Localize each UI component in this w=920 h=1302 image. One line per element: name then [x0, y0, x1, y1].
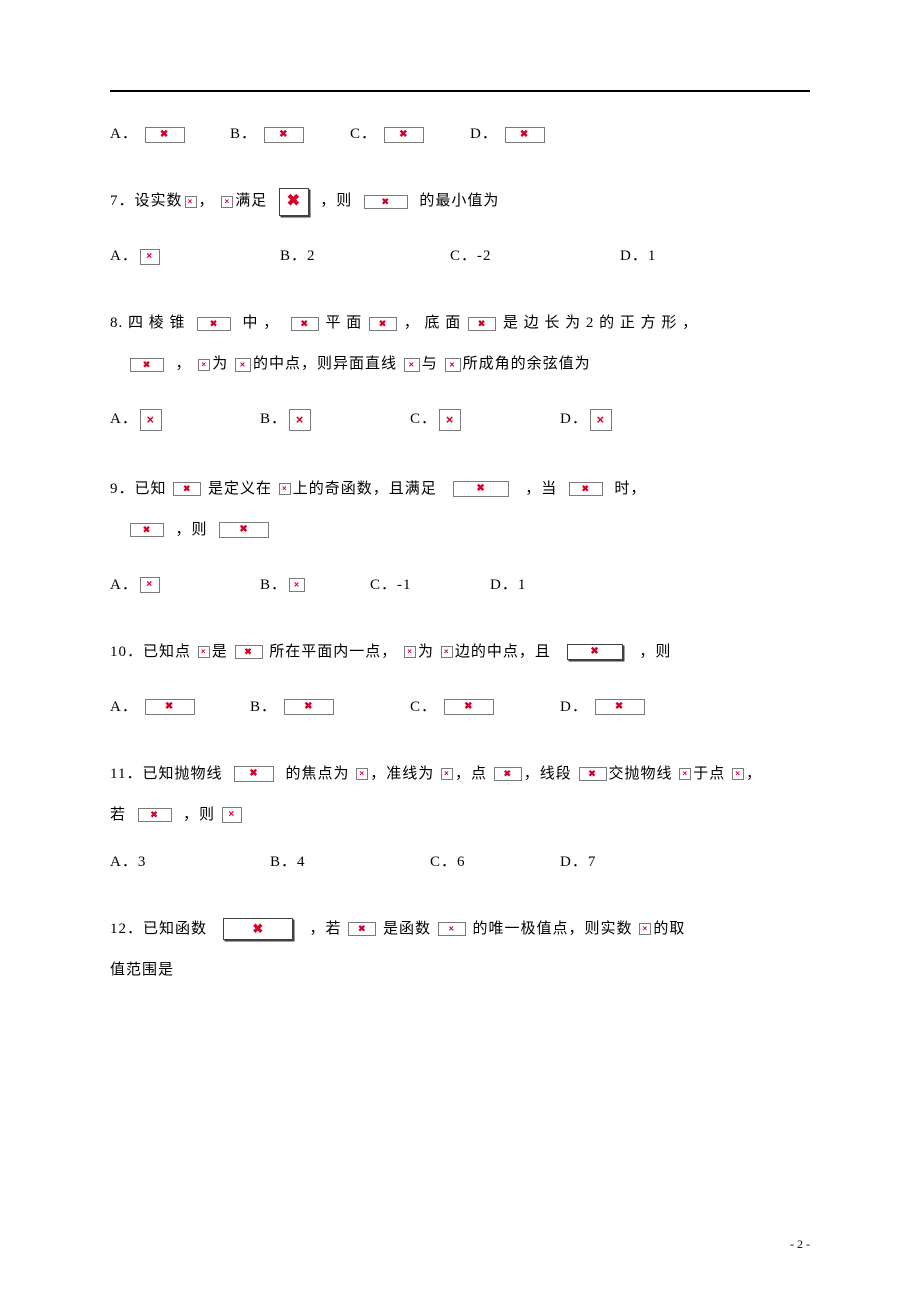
q11-stem-2: 若 ✖ ，则 × [110, 799, 810, 832]
q9-stem-2: ✖ ，则 ✖ [110, 514, 810, 547]
broken-image-icon: × [140, 249, 160, 265]
q7-choices: A．× B．2 C．-2 D．1 [110, 244, 810, 265]
broken-image-icon: × [140, 409, 162, 431]
broken-image-icon: ✖ [569, 482, 603, 496]
q12-stem-2: 值范围是 [110, 954, 810, 987]
broken-image-icon: × [441, 646, 453, 658]
q9-choices: A．× B．× C．-1 D．1 [110, 573, 810, 594]
broken-image-icon: ✖ [364, 195, 408, 209]
broken-image-icon: × [279, 483, 291, 495]
broken-image-icon: ✖ [369, 317, 397, 331]
broken-image-icon: × [404, 646, 416, 658]
broken-image-icon: × [441, 768, 453, 780]
q7-choice-D: D．1 [620, 244, 790, 265]
q11-choice-D: D．7 [560, 850, 720, 871]
top-rule [110, 90, 810, 92]
q10-stem: 10．已知点 ×是 ✖ 所在平面内一点， ×为 ×边的中点，且 ✖ ，则 [110, 636, 810, 669]
broken-image-icon: ✖ [579, 767, 607, 781]
q8-choice-A: A．× [110, 407, 260, 431]
q9-choice-B: B．× [260, 573, 370, 594]
broken-image-icon: × [140, 577, 160, 593]
q9-choice-A: A．× [110, 573, 260, 594]
broken-image-icon: ✖ [348, 922, 376, 936]
broken-image-icon: × [222, 807, 242, 823]
broken-image-icon: ✖ [291, 317, 319, 331]
q7-choice-C: C．-2 [450, 244, 620, 265]
broken-image-icon: ✖ [279, 188, 309, 216]
q10-choices: A． ✖ B． ✖ C． ✖ D． ✖ [110, 695, 810, 716]
broken-image-icon: × [289, 409, 311, 431]
broken-image-icon: ✖ [223, 918, 293, 940]
q8-choices: A．× B．× C．× D．× [110, 407, 810, 431]
q10-choice-C: C． ✖ [410, 695, 560, 716]
q11-choice-A: A．3 [110, 850, 270, 871]
broken-image-icon: ✖ [505, 127, 545, 143]
broken-image-icon: ✖ [264, 127, 304, 143]
page-footer: - 2 - [790, 1237, 810, 1252]
q6-choice-C: C． ✖ [350, 122, 470, 143]
broken-image-icon: × [198, 646, 210, 658]
q6-choice-A: A． ✖ [110, 122, 230, 143]
broken-image-icon: ✖ [197, 317, 231, 331]
broken-image-icon: ✖ [444, 699, 494, 715]
broken-image-icon: × [590, 409, 612, 431]
q7-stem: 7．设实数×， ×满足 ✖ ，则 ✖ 的最小值为 [110, 185, 810, 218]
broken-image-icon: × [221, 196, 233, 208]
broken-image-icon: × [639, 923, 651, 935]
broken-image-icon: ✖ [130, 523, 164, 537]
q7-choice-B: B．2 [280, 244, 450, 265]
q9-stem-1: 9．已知 ✖ 是定义在 ×上的奇函数，且满足 ✖ ，当 ✖ 时， [110, 473, 810, 506]
broken-image-icon: ✖ [284, 699, 334, 715]
q11-choice-C: C．6 [430, 850, 560, 871]
broken-image-icon: ✖ [468, 317, 496, 331]
broken-image-icon: × [438, 922, 466, 936]
q10-choice-A: A． ✖ [110, 695, 250, 716]
broken-image-icon: × [679, 768, 691, 780]
broken-image-icon: ✖ [235, 645, 263, 659]
q6-choice-D: D． ✖ [470, 122, 590, 143]
broken-image-icon: ✖ [130, 358, 164, 372]
q8-choice-B: B．× [260, 407, 410, 431]
broken-image-icon: × [404, 358, 420, 372]
broken-image-icon: ✖ [219, 522, 269, 538]
q12-stem-1: 12．已知函数 ✖ ，若 ✖ 是函数 × 的唯一极值点，则实数 ×的取 [110, 913, 810, 946]
q7-choice-A: A．× [110, 244, 280, 265]
q8-choice-D: D．× [560, 407, 710, 431]
q8-stem-2: ✖ ， ×为 ×的中点，则异面直线 ×与 ×所成角的余弦值为 [110, 348, 810, 381]
q11-choices: A．3 B．4 C．6 D．7 [110, 850, 810, 871]
q10-choice-D: D． ✖ [560, 695, 730, 716]
broken-image-icon: × [289, 578, 305, 592]
broken-image-icon: ✖ [595, 699, 645, 715]
broken-image-icon: × [732, 768, 744, 780]
q9-choice-C: C．-1 [370, 573, 490, 594]
q6-choice-B: B． ✖ [230, 122, 350, 143]
broken-image-icon: ✖ [145, 127, 185, 143]
q8-choice-C: C．× [410, 407, 560, 431]
broken-image-icon: ✖ [138, 808, 172, 822]
broken-image-icon: ✖ [173, 482, 201, 496]
q8-stem-1: 8. 四 棱 锥 ✖ 中 ， ✖ 平 面 ✖ ， 底 面 ✖ 是 边 长 为 2… [110, 307, 810, 340]
broken-image-icon: × [198, 359, 210, 371]
q9-choice-D: D．1 [490, 573, 640, 594]
broken-image-icon: ✖ [567, 644, 623, 660]
broken-image-icon: × [439, 409, 461, 431]
broken-image-icon: × [445, 358, 461, 372]
q11-choice-B: B．4 [270, 850, 430, 871]
broken-image-icon: ✖ [384, 127, 424, 143]
broken-image-icon: × [356, 768, 368, 780]
broken-image-icon: ✖ [453, 481, 509, 497]
broken-image-icon: × [185, 196, 197, 208]
broken-image-icon: × [235, 358, 251, 372]
broken-image-icon: ✖ [494, 767, 522, 781]
q10-choice-B: B． ✖ [250, 695, 410, 716]
q6-choices: A． ✖ B． ✖ C． ✖ D． ✖ [110, 122, 810, 143]
broken-image-icon: ✖ [234, 766, 274, 782]
broken-image-icon: ✖ [145, 699, 195, 715]
q11-stem-1: 11．已知抛物线 ✖ 的焦点为 ×，准线为 ×，点 ✖，线段 ✖交抛物线 ×于点… [110, 758, 810, 791]
